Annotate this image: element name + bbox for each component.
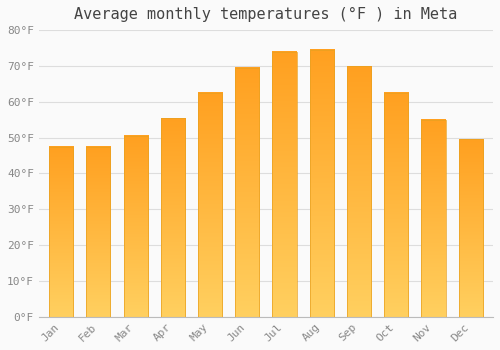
Bar [160,118,185,317]
Bar [235,68,260,317]
Bar [458,139,483,317]
Bar [198,93,222,317]
Bar [86,147,110,317]
Bar [49,147,73,317]
Bar [384,93,408,317]
Title: Average monthly temperatures (°F ) in Meta: Average monthly temperatures (°F ) in Me… [74,7,458,22]
Bar [272,51,296,317]
Bar [124,136,148,317]
Bar [310,50,334,317]
Bar [422,120,446,317]
Bar [347,66,371,317]
